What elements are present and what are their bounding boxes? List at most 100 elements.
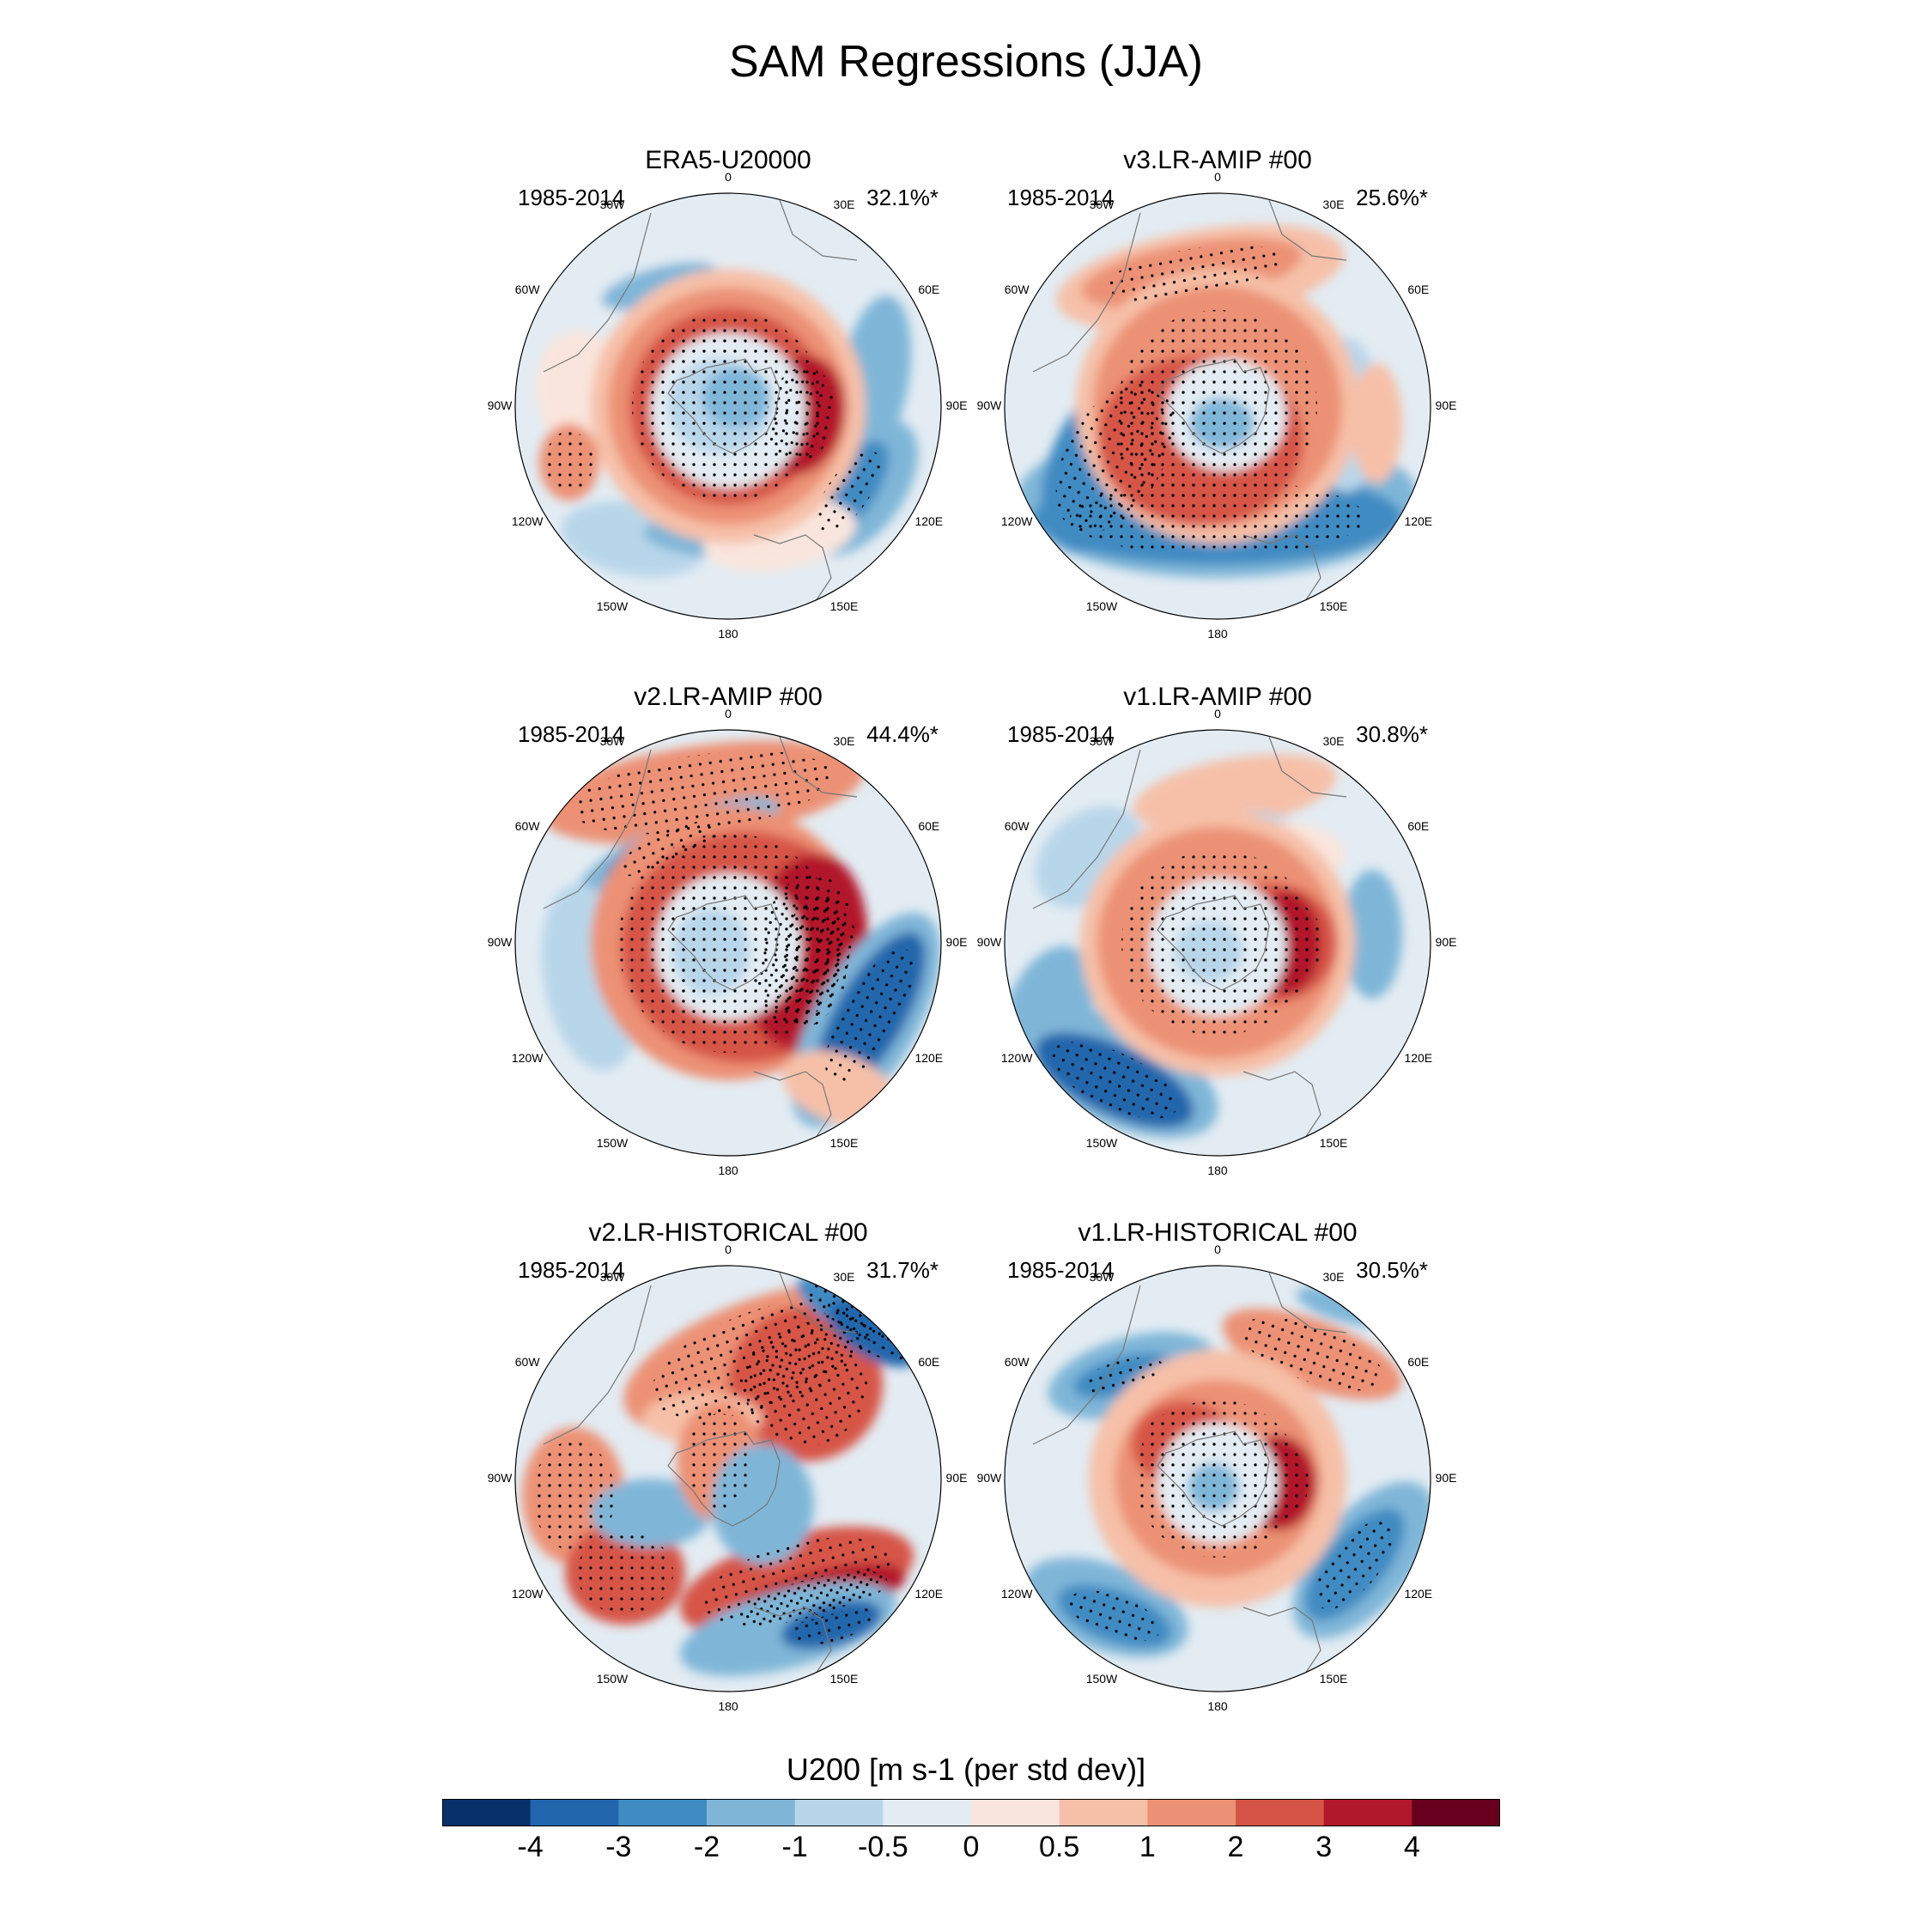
longitude-label: 180 bbox=[1207, 627, 1228, 641]
coastline bbox=[543, 1285, 652, 1445]
longitude-label: 90W bbox=[976, 398, 1002, 412]
coastline bbox=[753, 534, 832, 605]
longitude-label: 90W bbox=[976, 935, 1002, 949]
significance-stipple bbox=[791, 1605, 872, 1644]
longitude-label: 90E bbox=[1435, 935, 1457, 949]
longitude-label: 60W bbox=[514, 283, 540, 296]
longitude-label: 60E bbox=[1407, 1355, 1430, 1369]
significance-stipple bbox=[1259, 902, 1314, 984]
longitude-label: 120W bbox=[1000, 1587, 1033, 1601]
longitude-label: 150W bbox=[596, 1671, 629, 1686]
longitude-label: 120E bbox=[914, 514, 944, 528]
colorbar-swatch bbox=[1323, 1799, 1413, 1826]
colorbar-swatch bbox=[1412, 1799, 1500, 1826]
longitude-label: 150E bbox=[829, 1135, 859, 1150]
coastline bbox=[667, 358, 781, 454]
map-border bbox=[1004, 192, 1431, 620]
panel-period: 1985-2014 bbox=[518, 185, 625, 210]
colorbar-tick-label: -3 bbox=[605, 1831, 632, 1863]
significance-stipple bbox=[617, 820, 719, 877]
colorbar-swatch bbox=[1147, 1799, 1236, 1826]
coastline bbox=[667, 1431, 781, 1527]
longitude-label: 120E bbox=[914, 1587, 944, 1601]
colorbar-swatch bbox=[794, 1799, 884, 1826]
panel-title: ERA5-U20000 bbox=[645, 146, 811, 174]
significance-stipple bbox=[740, 1571, 888, 1627]
panel-title: v3.LR-AMIP #00 bbox=[1123, 146, 1312, 174]
colorbar-swatch bbox=[707, 1799, 796, 1826]
significance-stipple bbox=[766, 367, 836, 463]
panel-period: 1985-2014 bbox=[518, 1257, 625, 1283]
longitude-label: 150W bbox=[1085, 1135, 1118, 1150]
longitude-label: 90W bbox=[487, 935, 513, 949]
significance-stipple bbox=[573, 750, 832, 835]
anomaly-region bbox=[601, 262, 718, 310]
colorbar-tick-label: 3 bbox=[1315, 1831, 1333, 1863]
longitude-label: 90E bbox=[945, 398, 968, 412]
coastline bbox=[779, 199, 858, 261]
longitude-label: 150E bbox=[829, 1671, 859, 1686]
significance-stipple bbox=[1142, 1410, 1224, 1479]
significance-stipple bbox=[685, 1413, 754, 1510]
coastline bbox=[1157, 1431, 1270, 1527]
significance-stipple bbox=[577, 1532, 673, 1614]
colorbar-tick-label: -4 bbox=[517, 1831, 544, 1863]
longitude-label: 180 bbox=[718, 627, 738, 641]
longitude-label: 30W bbox=[1089, 1270, 1115, 1285]
coastline bbox=[1157, 895, 1270, 991]
longitude-label: 30W bbox=[1089, 734, 1115, 749]
longitude-label: 60E bbox=[918, 283, 940, 296]
colorbar bbox=[442, 1799, 1500, 1826]
longitude-label: 120W bbox=[1000, 514, 1033, 528]
longitude-label: 60E bbox=[918, 1355, 940, 1369]
longitude-label: 30W bbox=[599, 734, 625, 749]
longitude-label: 150E bbox=[1319, 1671, 1348, 1686]
significance-stipple bbox=[1315, 1519, 1395, 1610]
panel-title: v1.LR-AMIP #00 bbox=[1123, 683, 1312, 711]
longitude-label: 30E bbox=[833, 197, 855, 212]
polar-map bbox=[514, 729, 942, 1157]
significance-stipple bbox=[836, 1305, 912, 1360]
longitude-label: 60W bbox=[514, 819, 540, 833]
colorbar-swatch bbox=[883, 1799, 972, 1826]
panel-variance: 31.7%* bbox=[866, 1257, 939, 1283]
coastline bbox=[667, 895, 781, 991]
colorbar-tick-label: 4 bbox=[1403, 1831, 1420, 1863]
longitude-label: 150W bbox=[1085, 1671, 1118, 1686]
polar-map bbox=[1004, 729, 1431, 1157]
coastline bbox=[1242, 1607, 1321, 1677]
coastline bbox=[1268, 1272, 1347, 1334]
coastline bbox=[753, 1071, 832, 1141]
longitude-label: 120W bbox=[511, 1051, 544, 1065]
polar-map bbox=[1004, 1265, 1431, 1692]
panel-period: 1985-2014 bbox=[1007, 1257, 1115, 1283]
panel-variance: 30.8%* bbox=[1356, 721, 1428, 747]
colorbar-tick-label: 1 bbox=[1139, 1831, 1156, 1863]
longitude-label: 60W bbox=[1004, 1355, 1030, 1369]
longitude-label: 60W bbox=[1004, 819, 1030, 833]
longitude-label: 150W bbox=[1085, 598, 1118, 613]
map-border bbox=[514, 729, 942, 1157]
longitude-label: 180 bbox=[1207, 1699, 1228, 1713]
coastline bbox=[1157, 358, 1270, 454]
colorbar-swatch bbox=[1059, 1799, 1148, 1826]
colorbar-title: U200 [m s-1 (per std dev)] bbox=[786, 1752, 1146, 1787]
significance-stipple bbox=[649, 327, 807, 485]
longitude-label: 90W bbox=[487, 1471, 513, 1485]
colorbar-swatch bbox=[971, 1799, 1060, 1826]
colorbar-border bbox=[442, 1799, 1500, 1826]
longitude-label: 0 bbox=[1214, 170, 1221, 184]
longitude-label: 150W bbox=[596, 1135, 629, 1150]
coastline bbox=[1268, 736, 1347, 798]
coastline bbox=[779, 1272, 858, 1334]
panel-variance: 25.6%* bbox=[1356, 185, 1428, 210]
significance-stipple bbox=[1247, 1445, 1309, 1521]
panel-title: v2.LR-HISTORICAL #00 bbox=[588, 1218, 868, 1247]
significance-stipple bbox=[1083, 1357, 1163, 1394]
longitude-label: 60E bbox=[1407, 283, 1430, 296]
colorbar-swatch bbox=[618, 1799, 708, 1826]
colorbar-swatch bbox=[442, 1799, 532, 1826]
longitude-label: 120E bbox=[1404, 514, 1433, 528]
colorbar-tick-label: -0.5 bbox=[858, 1831, 908, 1863]
